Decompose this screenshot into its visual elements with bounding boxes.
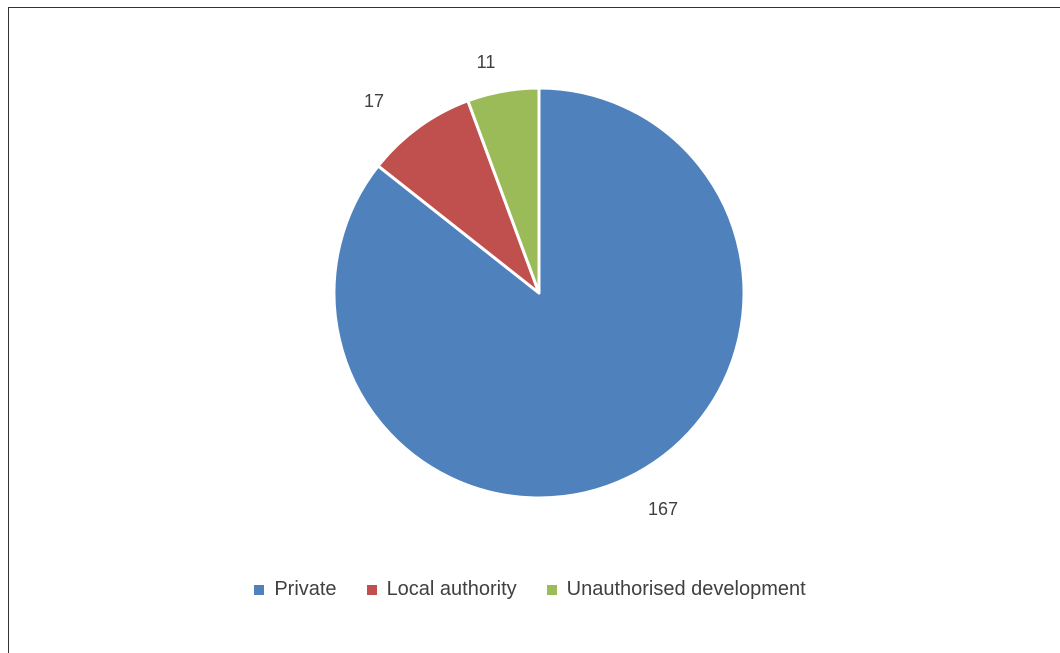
chart-frame bbox=[8, 7, 1060, 653]
data-label-private: 167 bbox=[648, 499, 678, 519]
legend-swatch-private bbox=[254, 584, 265, 595]
legend-swatch-unauthorised-development bbox=[546, 584, 557, 595]
pie-slice-unauthorised-development bbox=[466, 86, 541, 295]
data-label-unauthorised-development: 11 bbox=[477, 52, 496, 72]
legend-item-local-authority: Local authority bbox=[366, 578, 517, 601]
legend-label-private: Private bbox=[274, 578, 337, 600]
legend-label-unauthorised-development: Unauthorised development bbox=[566, 578, 806, 600]
legend-item-private: Private bbox=[254, 578, 337, 601]
legend-label-local-authority: Local authority bbox=[386, 578, 517, 600]
legend-swatch-local-authority bbox=[366, 584, 377, 595]
pie-slice-local-authority bbox=[376, 99, 541, 295]
data-label-local-authority: 17 bbox=[364, 91, 384, 111]
legend: Private Local authority Unauthorised dev… bbox=[0, 578, 1060, 601]
pie-slices bbox=[332, 86, 746, 500]
pie-data-labels: 167 17 11 bbox=[364, 52, 678, 519]
legend-item-unauthorised-development: Unauthorised development bbox=[546, 578, 806, 601]
